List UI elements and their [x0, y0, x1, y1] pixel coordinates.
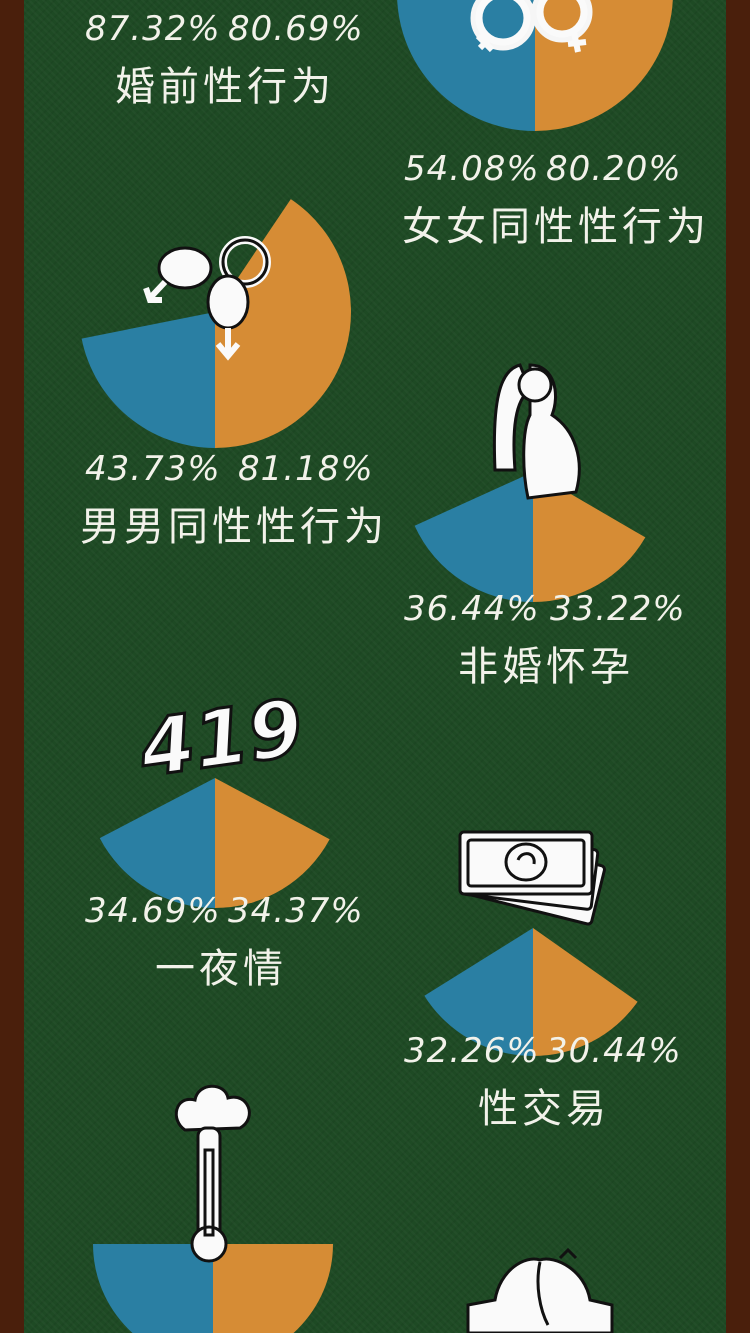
item-2-value-left: 54.08% — [404, 149, 540, 189]
item-3-value-left: 43.73% — [85, 449, 221, 489]
pie-4-right-slice — [533, 472, 646, 602]
item-1-texts: 87.32% 80.69% 婚前性行为 — [85, 9, 364, 110]
419-text-icon: 419 — [132, 682, 310, 797]
pie-4-left-slice — [414, 472, 533, 602]
item-2-texts: 54.08% 80.20% 女女同性性行为 — [402, 149, 710, 250]
female-female-icon — [470, 0, 593, 53]
item-4-value-left: 36.44% — [404, 589, 540, 629]
pregnant-woman-icon — [492, 363, 581, 500]
item-1-value-right: 80.69% — [228, 9, 364, 49]
pie-3-left-slice — [81, 312, 215, 449]
frame-left — [0, 0, 24, 1333]
item-6-value-right: 30.44% — [546, 1031, 682, 1071]
svg-text:419: 419 — [134, 683, 309, 795]
item-3-value-right: 81.18% — [238, 449, 374, 489]
frame-right — [726, 0, 750, 1333]
item-2-label: 女女同性性行为 — [402, 204, 710, 250]
cash-stack-icon — [458, 830, 606, 926]
peach-icon — [466, 1247, 614, 1333]
thermometer-icon — [174, 1084, 251, 1263]
item-6-value-left: 32.26% — [404, 1031, 540, 1071]
pie-1-left-slice — [397, 0, 535, 131]
item-4-value-right: 33.22% — [550, 589, 686, 629]
pie-5-left-slice — [99, 778, 215, 908]
item-6-label: 性交易 — [478, 1086, 610, 1132]
pie-3-right-slice — [215, 199, 351, 448]
pie-6-left-slice — [424, 928, 533, 1056]
item-2-value-right: 80.20% — [546, 149, 682, 189]
item-5-texts: 34.69% 34.37% 一夜情 — [85, 891, 364, 992]
item-5-value-left: 34.69% — [85, 891, 221, 931]
item-5-value-right: 34.37% — [228, 891, 364, 931]
item-1-label: 婚前性行为 — [115, 64, 335, 110]
item-4-label: 非婚怀孕 — [458, 644, 634, 690]
item-3-label: 男男同性性行为 — [80, 504, 388, 550]
male-male-icon — [143, 236, 271, 361]
pie-6-right-slice — [533, 928, 638, 1056]
chalkboard — [24, 0, 726, 1333]
pie-7-right-slice — [213, 1244, 333, 1333]
pie-1-right-slice — [535, 0, 673, 131]
pie-7-left-slice — [93, 1244, 213, 1333]
item-4-texts: 36.44% 33.22% 非婚怀孕 — [404, 589, 686, 690]
item-5-label: 一夜情 — [155, 946, 287, 992]
pie-5-right-slice — [215, 778, 330, 908]
item-1-value-left: 87.32% — [85, 9, 221, 49]
item-3-texts: 43.73% 81.18% 男男同性性行为 — [80, 449, 388, 550]
item-6-texts: 32.26% 30.44% 性交易 — [404, 1031, 682, 1132]
